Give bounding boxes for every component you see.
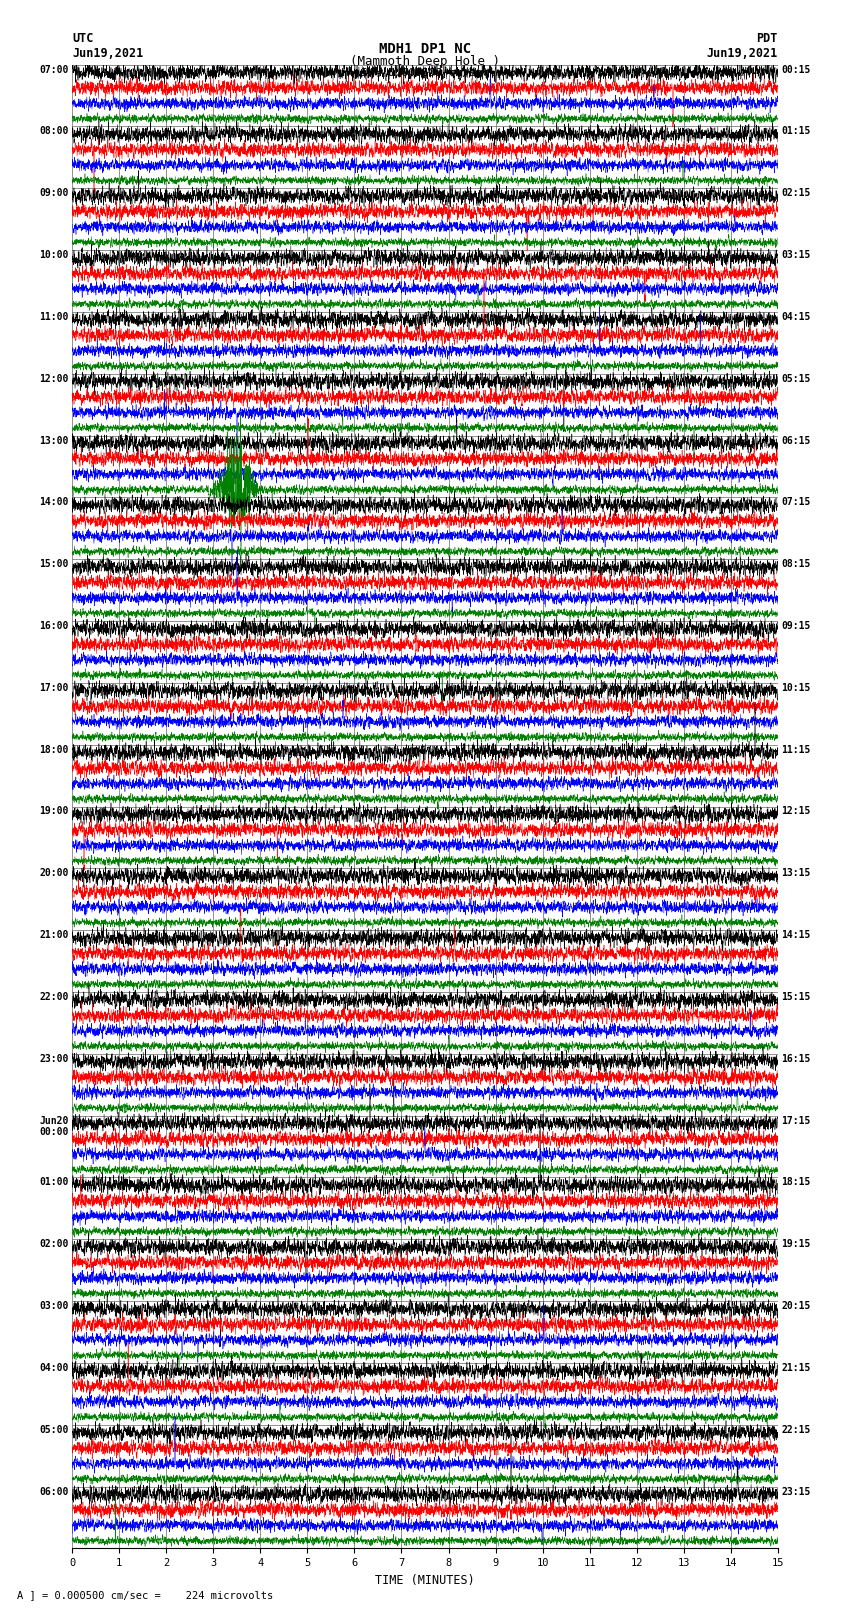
Text: 03:00: 03:00	[39, 1302, 69, 1311]
Text: 18:15: 18:15	[781, 1177, 811, 1187]
Text: 07:00: 07:00	[39, 65, 69, 74]
Text: I = 0.000500 cm/sec: I = 0.000500 cm/sec	[361, 68, 489, 77]
Text: 15:15: 15:15	[781, 992, 811, 1002]
Text: 19:00: 19:00	[39, 806, 69, 816]
Text: Jun20
00:00: Jun20 00:00	[39, 1116, 69, 1137]
Text: 14:00: 14:00	[39, 497, 69, 508]
Text: 07:15: 07:15	[781, 497, 811, 508]
Text: 05:00: 05:00	[39, 1424, 69, 1436]
Text: A ] = 0.000500 cm/sec =    224 microvolts: A ] = 0.000500 cm/sec = 224 microvolts	[17, 1590, 273, 1600]
X-axis label: TIME (MINUTES): TIME (MINUTES)	[375, 1574, 475, 1587]
Text: Jun19,2021: Jun19,2021	[72, 47, 144, 60]
Text: 08:00: 08:00	[39, 126, 69, 137]
Text: PDT: PDT	[756, 32, 778, 45]
Text: 02:15: 02:15	[781, 189, 811, 198]
Text: 19:15: 19:15	[781, 1239, 811, 1250]
Text: 14:15: 14:15	[781, 931, 811, 940]
Text: 06:15: 06:15	[781, 436, 811, 445]
Text: 23:00: 23:00	[39, 1053, 69, 1065]
Text: 21:15: 21:15	[781, 1363, 811, 1373]
Text: 00:15: 00:15	[781, 65, 811, 74]
Text: 23:15: 23:15	[781, 1487, 811, 1497]
Text: 06:00: 06:00	[39, 1487, 69, 1497]
Text: (Mammoth Deep Hole ): (Mammoth Deep Hole )	[350, 55, 500, 68]
Text: 18:00: 18:00	[39, 745, 69, 755]
Text: 13:15: 13:15	[781, 868, 811, 879]
Text: 10:15: 10:15	[781, 682, 811, 694]
Text: 15:00: 15:00	[39, 560, 69, 569]
Text: MDH1 DP1 NC: MDH1 DP1 NC	[379, 42, 471, 56]
Text: 01:00: 01:00	[39, 1177, 69, 1187]
Text: 16:00: 16:00	[39, 621, 69, 631]
Text: Jun19,2021: Jun19,2021	[706, 47, 778, 60]
Text: 17:00: 17:00	[39, 682, 69, 694]
Text: 09:15: 09:15	[781, 621, 811, 631]
Text: 05:15: 05:15	[781, 374, 811, 384]
Text: UTC: UTC	[72, 32, 94, 45]
Text: 12:00: 12:00	[39, 374, 69, 384]
Text: 11:15: 11:15	[781, 745, 811, 755]
Text: 11:00: 11:00	[39, 311, 69, 323]
Text: 03:15: 03:15	[781, 250, 811, 260]
Text: 04:15: 04:15	[781, 311, 811, 323]
Text: 12:15: 12:15	[781, 806, 811, 816]
Text: 01:15: 01:15	[781, 126, 811, 137]
Text: 08:15: 08:15	[781, 560, 811, 569]
Text: 22:15: 22:15	[781, 1424, 811, 1436]
Text: 04:00: 04:00	[39, 1363, 69, 1373]
Text: 22:00: 22:00	[39, 992, 69, 1002]
Text: 02:00: 02:00	[39, 1239, 69, 1250]
Text: 20:15: 20:15	[781, 1302, 811, 1311]
Text: 17:15: 17:15	[781, 1116, 811, 1126]
Text: 09:00: 09:00	[39, 189, 69, 198]
Text: 16:15: 16:15	[781, 1053, 811, 1065]
Text: 21:00: 21:00	[39, 931, 69, 940]
Text: 20:00: 20:00	[39, 868, 69, 879]
Text: 10:00: 10:00	[39, 250, 69, 260]
Text: 13:00: 13:00	[39, 436, 69, 445]
